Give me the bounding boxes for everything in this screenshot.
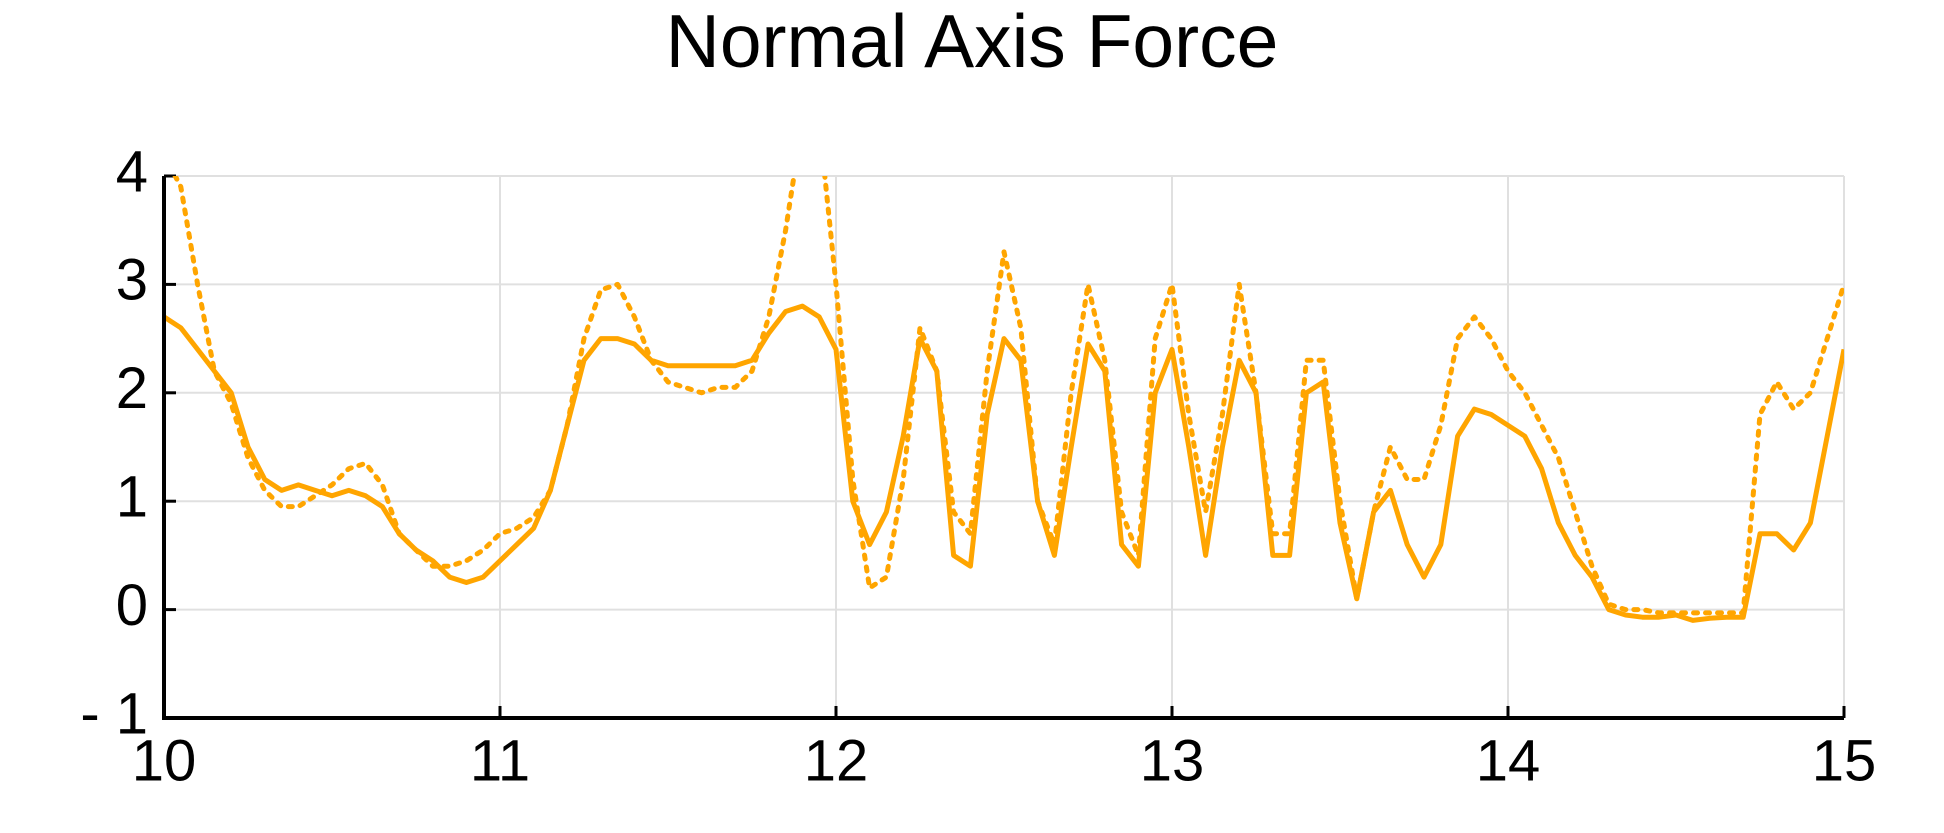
y-tick-label: 4 xyxy=(116,139,148,204)
y-tick-label: - 1 xyxy=(80,681,148,746)
x-tick-label: 12 xyxy=(804,728,869,793)
x-tick-label: 15 xyxy=(1812,728,1877,793)
y-tick-label: 2 xyxy=(116,356,148,421)
x-tick-label: 13 xyxy=(1140,728,1205,793)
y-tick-label: 3 xyxy=(116,248,148,313)
x-tick-label: 11 xyxy=(470,728,530,793)
line-series xyxy=(172,176,1844,616)
x-tick-label: 14 xyxy=(1476,728,1541,793)
line-series xyxy=(164,303,1844,623)
chart-title: Normal Axis Force xyxy=(666,0,1279,83)
y-tick-label: 0 xyxy=(116,573,148,638)
plot-area xyxy=(164,176,1844,623)
x-tick-label: 10 xyxy=(132,728,197,793)
y-tick-label: 1 xyxy=(116,465,148,530)
